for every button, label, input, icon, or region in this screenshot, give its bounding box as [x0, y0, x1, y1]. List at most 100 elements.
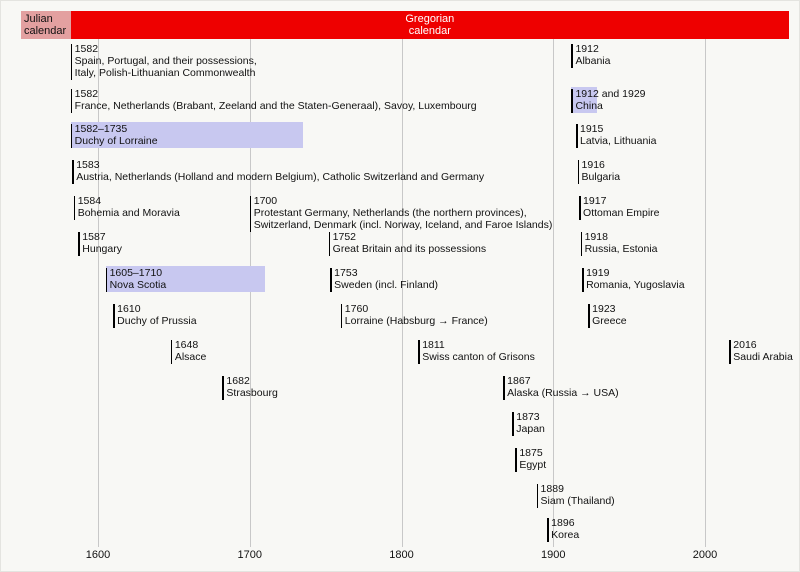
entry-year: 1700 — [253, 195, 278, 207]
entry-label: Lorraine (Habsburg → France) — [344, 315, 488, 327]
entry-label: Bulgaria — [581, 171, 621, 183]
year-tick — [113, 304, 115, 328]
timeline-entry: 1682 Strasbourg — [222, 375, 278, 400]
year-tick — [729, 340, 731, 364]
timeline-entry: 1917 Ottoman Empire — [579, 195, 660, 220]
timeline-entry: 1587 Hungary — [78, 231, 122, 256]
entry-year: 1915 — [580, 123, 604, 135]
entry-label: Saudi Arabia — [733, 351, 793, 363]
entry-year: 1753 — [334, 267, 358, 279]
year-tick — [580, 232, 583, 256]
year-tick — [70, 89, 73, 113]
entry-year: 1889 — [540, 483, 564, 495]
entry-label: Hungary — [82, 243, 122, 255]
year-tick — [577, 160, 580, 184]
year-tick — [78, 232, 80, 256]
entry-year: 2016 — [733, 339, 757, 351]
entry-year: 1923 — [592, 303, 616, 315]
entry-label: China — [575, 100, 603, 112]
timeline-entry: 1918 Russia, Estonia — [580, 231, 658, 256]
gridline-2000 — [705, 39, 706, 547]
range-highlight-bar — [70, 122, 303, 148]
entry-label: Romania, Yugoslavia — [586, 279, 685, 291]
entry-label: Albania — [575, 55, 611, 67]
entry-year: 1875 — [519, 447, 543, 459]
timeline-entry: 1875 Egypt — [515, 447, 547, 472]
axis-label-2000: 2000 — [692, 549, 718, 561]
axis-label-1600: 1600 — [85, 549, 111, 561]
timeline-entry: 1912 Albania — [571, 43, 611, 68]
axis-label-1900: 1900 — [541, 549, 566, 561]
entry-label: Egypt — [519, 459, 547, 471]
timeline-entry: 1582 Spain, Portugal, and their possessio… — [70, 43, 257, 80]
year-tick — [72, 160, 74, 184]
entry-label: Latvia, Lithuania — [580, 135, 657, 147]
axis-label-1800: 1800 — [389, 549, 414, 561]
year-tick — [571, 44, 573, 68]
entry-label: Russia, Estonia — [584, 243, 658, 255]
entry-year: 1582 — [74, 88, 99, 100]
year-tick — [579, 196, 581, 220]
julian-calendar-label-line2: calendar — [24, 25, 67, 37]
timeline-entry: 1753 Sweden (incl. Finland) — [330, 267, 439, 292]
year-tick — [503, 376, 505, 400]
entry-year: 1912 — [575, 43, 599, 55]
entry-label: Japan — [516, 423, 545, 435]
entry-year: 1582 — [74, 43, 99, 55]
entry-year: 1912 and 1929 — [575, 88, 646, 100]
entry-label: Sweden (incl. Finland) — [334, 279, 439, 291]
timeline-entry: 1584 Bohemia and Moravia — [73, 195, 180, 220]
gridline-1800 — [401, 39, 403, 547]
entry-label: Korea — [551, 529, 580, 541]
entry-year: 1760 — [344, 303, 369, 315]
entry-label: Strasbourg — [226, 387, 278, 399]
entry-year: 1648 — [174, 339, 199, 351]
entry-year: 1919 — [586, 267, 610, 279]
year-tick — [330, 268, 332, 292]
year-tick — [582, 268, 584, 292]
gridline-1900 — [553, 39, 555, 547]
timeline-entry: 1752 Great Britain and its possessions — [328, 231, 487, 256]
timeline-entry: 1889 Siam (Thailand) — [536, 483, 615, 508]
entry-label: Siam (Thailand) — [540, 495, 615, 507]
entry-year: 1811 — [422, 339, 445, 351]
entry-year: 1917 — [583, 195, 607, 207]
entry-year: 1873 — [516, 411, 540, 423]
year-tick — [105, 268, 108, 292]
julian-calendar-label-line1: Julian — [24, 13, 53, 25]
year-tick — [70, 44, 73, 80]
year-tick — [418, 340, 420, 364]
year-tick — [170, 340, 173, 364]
year-tick — [328, 232, 331, 256]
entry-label: Great Britain and its possessions — [332, 243, 487, 255]
entry-label: Bohemia and Moravia — [77, 207, 180, 219]
timeline-entry: 1916 Bulgaria — [577, 159, 621, 184]
entry-year: 1587 — [82, 231, 106, 243]
entry-year: 1605–1710 — [109, 267, 163, 279]
timeline-entry: 1873 Japan — [512, 411, 545, 436]
entry-year: 1582–1735 — [74, 123, 128, 135]
entry-year: 1584 — [77, 195, 102, 207]
year-tick — [588, 304, 590, 328]
gridline-1700 — [249, 39, 251, 547]
year-tick — [73, 196, 76, 220]
julian-calendar-bar: Julian calendar — [21, 11, 71, 39]
range-highlight-bar — [571, 87, 598, 113]
timeline-entry: 1919 Romania, Yugoslavia — [582, 267, 685, 292]
entry-label: Nova Scotia — [109, 279, 167, 291]
timeline-entry: 2016 Saudi Arabia — [729, 339, 793, 364]
timeline-entry: 1912 and 1929 China — [571, 87, 646, 113]
timeline-entry: 1811 Swiss canton of Grisons — [418, 339, 535, 364]
year-tick — [512, 412, 514, 436]
gregorian-calendar-label-line2: calendar — [408, 25, 451, 37]
timeline-entry: 1915 Latvia, Lithuania — [576, 123, 657, 148]
entry-label: Austria, Netherlands (Holland and modern… — [76, 171, 485, 183]
year-tick — [571, 89, 573, 113]
timeline-entry: 1923 Greece — [588, 303, 627, 328]
entry-label: Protestant Germany, Netherlands (the nor… — [253, 207, 527, 219]
timeline-entry: 1896 Korea — [547, 517, 580, 542]
timeline-entry: 1605–1710 Nova Scotia — [105, 266, 265, 292]
entry-label: Greece — [592, 315, 627, 327]
gregorian-calendar-bar: Gregorian calendar — [70, 11, 789, 39]
entry-year: 1682 — [226, 375, 250, 387]
